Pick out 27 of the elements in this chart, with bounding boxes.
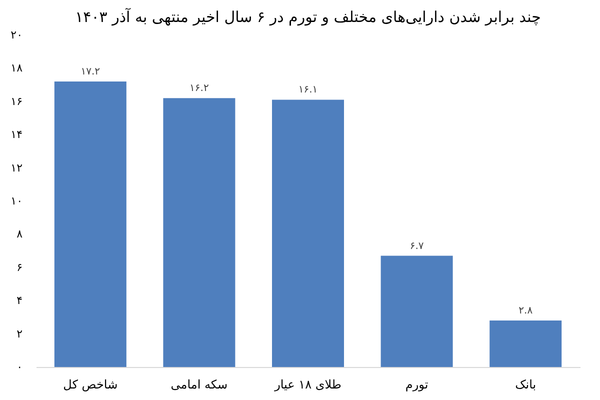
bar (380, 256, 453, 367)
x-tick-label: سکه امامی (170, 378, 228, 392)
bar (272, 100, 344, 367)
y-tick-label: ۱۲ (10, 161, 23, 174)
y-tick-label: ۶ (16, 260, 22, 274)
y-tick-label: ۲۰ (10, 28, 22, 42)
x-tick-label: بانک (515, 378, 536, 392)
y-tick-label: ۱۴ (10, 128, 23, 142)
bar (490, 320, 562, 367)
data-label: ۶.۷ (410, 240, 424, 252)
y-tick-label: ۱۸ (10, 62, 23, 75)
chart-title: چند برابر شدن دارایی‌های مختلف و تورم در ۶ سال اخیر منتهی به آذر ۱۴۰۳ (75, 7, 541, 26)
y-tick-label: ۸ (16, 228, 23, 241)
data-label: ۱۶.۱ (298, 84, 318, 96)
y-tick-label: ۴ (16, 294, 23, 308)
y-tick-label: ۱۰ (10, 194, 22, 208)
data-label: ۱۶.۲ (190, 83, 209, 94)
bar (163, 98, 236, 367)
y-tick-label: ۲ (16, 327, 23, 340)
x-tick-label: تورم (405, 378, 428, 392)
data-label: ۲.۸ (518, 306, 534, 317)
x-tick-label: شاخص کل (63, 378, 118, 392)
data-label: ۱۷.۲ (80, 66, 100, 78)
x-tick-label: طلای ۱۸ عیار (274, 378, 342, 392)
y-tick-label: ۱۶ (10, 94, 22, 108)
bar (54, 81, 126, 367)
y-tick-label: ۰ (16, 360, 22, 374)
